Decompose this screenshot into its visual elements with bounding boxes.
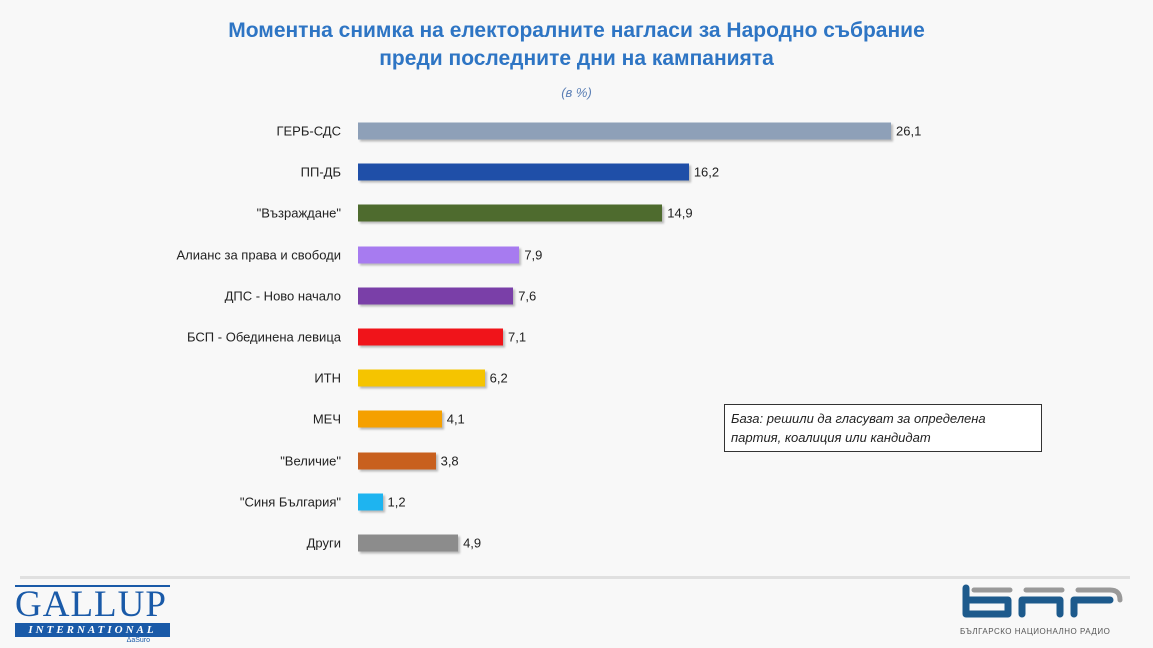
bar [358,204,663,222]
value-label: 26,1 [896,123,922,139]
value-label: 3,8 [440,453,459,469]
bar [358,122,891,140]
value-label: 7,9 [524,247,543,263]
gallup-logo: GALLUP INTERNATIONAL ΔaSuro [15,585,170,644]
category-label: Други [306,535,341,551]
bar [358,369,485,387]
value-label: 1,2 [387,494,406,510]
unit-label: (в %) [561,85,592,100]
divider [20,576,520,579]
bar [358,452,436,470]
divider [520,576,1130,579]
category-label: Алианс за права и свободи [176,247,341,263]
value-label: 14,9 [667,205,693,221]
value-label: 4,1 [446,411,465,427]
value-label: 4,9 [463,535,482,551]
category-label: "Възраждане" [256,205,341,221]
category-label: ГЕРБ-СДС [276,123,341,139]
category-label: ИТН [314,370,341,386]
value-label: 7,1 [507,329,527,345]
bar [358,328,503,346]
bar [358,410,442,428]
value-label: 16,2 [693,164,720,180]
category-label: ПП-ДБ [300,164,341,180]
bar [358,493,383,511]
bar [358,163,689,181]
bar [358,246,520,264]
chart-subtitle: преди последните дни на кампанията [379,47,774,70]
value-label: 6,2 [489,370,508,386]
value-label: 7,6 [518,288,537,304]
category-label: ДПС - Ново начало [224,288,341,304]
category-label: "Величие" [280,453,341,469]
category-label: БСП - Обединена левица [187,329,341,345]
bar [358,287,514,305]
base-note: База: решили да гласуват за определена п… [724,404,1042,452]
bnr-logo: БЪЛГАРСКО НАЦИОНАЛНО РАДИО [960,584,1125,636]
bar [358,534,459,552]
category-label: МЕЧ [312,411,341,427]
chart-title: Моментна снимка на електоралните нагласи… [228,19,925,42]
category-label: "Синя България" [239,494,341,510]
